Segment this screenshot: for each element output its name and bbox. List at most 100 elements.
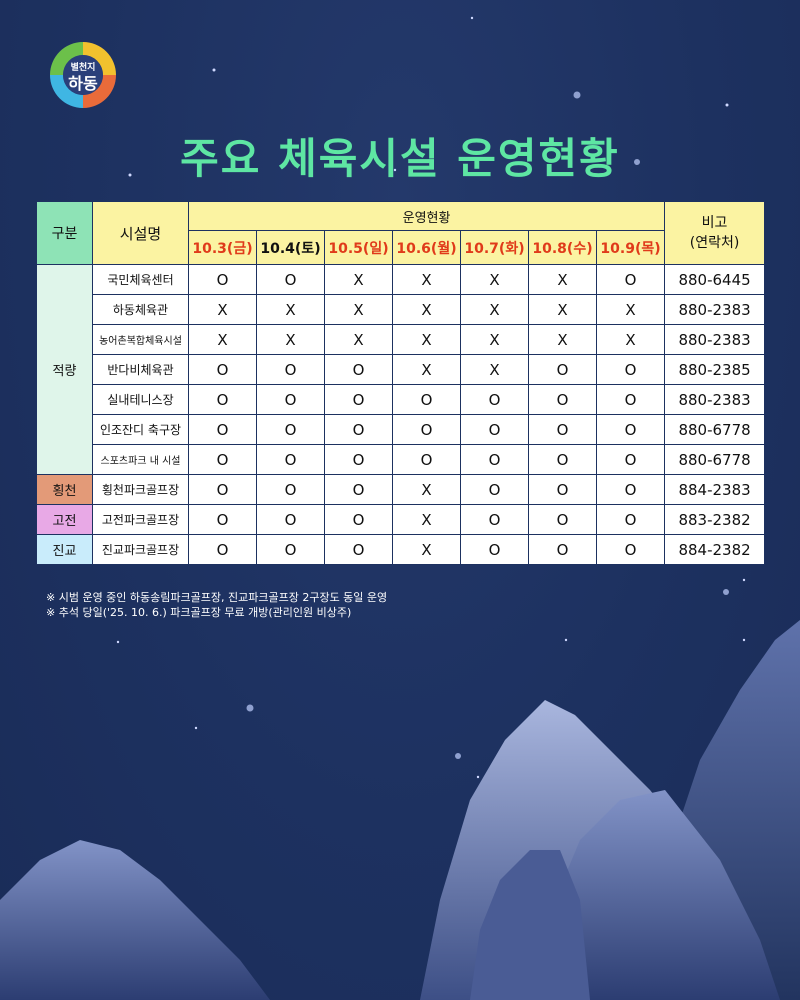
status-mark-cell: O [460,534,529,565]
status-mark-cell: X [256,294,325,325]
status-mark-cell: O [392,384,461,415]
status-mark-cell: X [528,294,597,325]
phone-cell: 884-2383 [664,474,766,505]
header-date: 10.3(금) [188,230,257,265]
header-date: 10.4(토) [256,230,325,265]
status-mark-cell: O [256,534,325,565]
status-mark-cell: X [595,294,666,325]
status-mark-cell: O [256,384,325,415]
table-row: 하동체육관 X X X X X X X 880-2383 [37,294,766,325]
status-mark-cell: O [324,444,393,475]
hadong-logo: 별천지 하동 [48,40,118,110]
facility-name-cell: 국민체육센터 [92,264,189,295]
status-mark-cell: O [528,474,597,505]
status-mark-cell: O [528,504,597,535]
status-mark-cell: O [324,474,393,505]
status-mark-cell: X [392,264,461,295]
facility-name-cell: 고전파크골프장 [92,504,189,535]
phone-cell: 880-2383 [664,324,766,355]
header-category: 구분 [36,201,93,265]
footnote-2: ※ 추석 당일('25. 10. 6.) 파크골프장 무료 개방(관리인원 비상… [46,606,352,619]
header-note-sub: (연락처) [689,235,740,251]
category-cell: 적량 [36,264,93,475]
status-mark-cell: X [460,354,529,385]
page-title: 주요 체육시설 운영현황 [180,134,620,183]
status-mark-cell: X [324,324,393,355]
phone-cell: 883-2382 [664,504,766,535]
header-date: 10.5(일) [324,230,393,265]
table-row: 횡천 횡천파크골프장 O O O X O O O 884-2383 [36,474,766,505]
category-cell: 진교 [36,534,93,565]
status-mark-cell: X [392,504,461,535]
phone-cell: 884-2382 [664,534,766,565]
status-mark-cell: X [256,324,325,355]
status-mark-cell: O [460,414,529,445]
table-row: 적량 국민체육센터 O O X X X X O 880-6445 [36,264,766,475]
status-mark-cell: O [188,384,257,415]
status-mark-cell: X [392,474,461,505]
facility-name-cell: 진교파크골프장 [92,534,189,565]
status-mark-cell: O [528,534,597,565]
status-mark-cell: O [595,444,666,475]
status-mark-cell: O [256,444,325,475]
status-mark-cell: O [188,264,257,295]
status-mark-cell: X [392,354,461,385]
status-mark-cell: O [256,474,325,505]
status-mark-cell: X [392,294,461,325]
status-mark-cell: X [188,294,257,325]
status-mark-cell: X [528,264,597,295]
status-mark-cell: X [460,294,529,325]
status-mark-cell: O [256,354,325,385]
status-mark-cell: O [324,504,393,535]
status-mark-cell: O [595,264,666,295]
status-mark-cell: O [256,414,325,445]
status-mark-cell: O [595,534,666,565]
status-mark-cell: O [595,384,666,415]
status-mark-cell: O [324,414,393,445]
status-mark-cell: O [595,414,666,445]
facility-name-cell: 농어촌복합체육시설 [92,324,189,355]
status-mark-cell: O [528,444,597,475]
status-mark-cell: X [324,294,393,325]
logo-emblem-icon [50,42,116,108]
footnote-1: ※ 시범 운영 중인 하동송림파크골프장, 진교파크골프장 2구장도 동일 운영 [46,591,388,604]
facility-name-cell: 스포츠파크 내 시설 [92,444,189,475]
status-mark-cell: X [392,534,461,565]
status-mark-cell: O [256,504,325,535]
status-mark-cell: O [392,444,461,475]
status-mark-cell: X [528,324,597,355]
status-mark-cell: O [528,384,597,415]
status-mark-cell: X [324,264,393,295]
status-mark-cell: O [460,474,529,505]
status-mark-cell: O [188,354,257,385]
table-row: 스포츠파크 내 시설 O O O O O O O 880-6778 [37,444,766,475]
status-mark-cell: O [188,534,257,565]
status-mark-cell: O [595,354,666,385]
status-mark-cell: O [595,504,666,535]
footnotes: ※ 시범 운영 중인 하동송림파크골프장, 진교파크골프장 2구장도 동일 운영… [46,590,766,620]
table-row: 고전 고전파크골프장 O O O X O O O 883-2382 [36,504,766,535]
table-row: 농어촌복합체육시설 X X X X X X X 880-2383 [37,324,766,355]
status-mark-cell: O [188,444,257,475]
status-mark-cell: O [460,504,529,535]
header-note: 비고 (연락처) [664,201,766,265]
status-mark-cell: O [324,384,393,415]
header-date: 10.9(목) [595,230,666,265]
status-mark-cell: O [528,354,597,385]
status-mark-cell: O [528,414,597,445]
status-mark-cell: O [460,384,529,415]
header-facility: 시설명 [92,201,189,265]
logo-small-text: 별천지 [70,63,96,73]
status-mark-cell: X [460,264,529,295]
facility-name-cell: 횡천파크골프장 [92,474,189,505]
header-operation-status: 운영현황 [187,201,666,231]
facility-name-cell: 실내테니스장 [92,384,189,415]
status-mark-cell: X [392,324,461,355]
facility-name-cell: 반다비체육관 [92,354,189,385]
status-mark-cell: O [595,474,666,505]
table-row: 인조잔디 축구장 O O O O O O O 880-6778 [37,414,766,445]
phone-cell: 880-6778 [664,444,766,475]
table-row: 실내테니스장 O O O O O O O 880-2383 [37,384,766,415]
category-cell: 고전 [36,504,93,535]
header-date: 10.7(화) [460,230,529,265]
